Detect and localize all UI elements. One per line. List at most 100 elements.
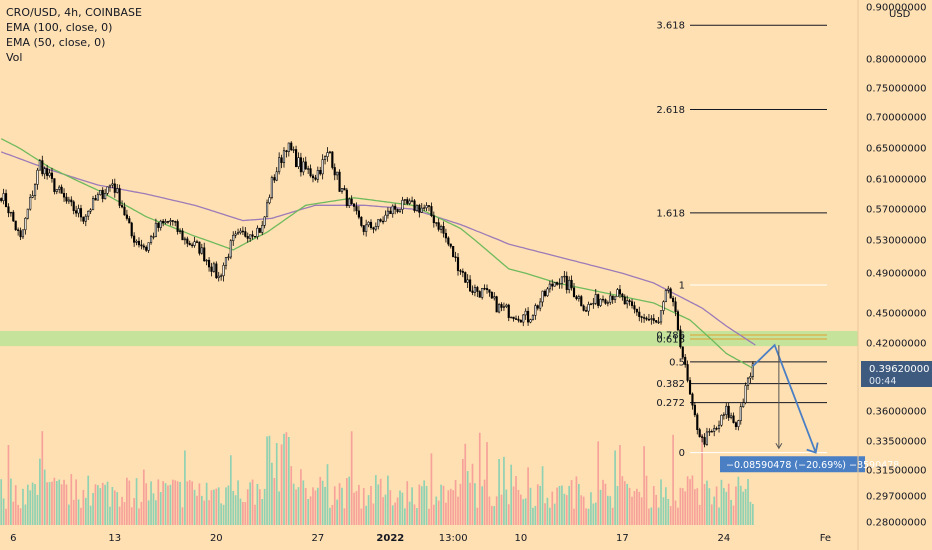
volume-bar: [544, 503, 546, 525]
volume-bar: [121, 496, 123, 525]
volume-bar: [39, 458, 41, 525]
candle-body: [62, 193, 66, 198]
volume-bar: [648, 508, 650, 525]
price-axis-unit: USD: [889, 9, 911, 20]
candle-body: [60, 186, 63, 194]
volume-bar: [104, 484, 106, 525]
candle-body: [396, 209, 399, 213]
candle-body: [198, 241, 201, 254]
volume-bar: [660, 479, 662, 525]
time-tick-label: 13: [108, 533, 121, 544]
volume-bar: [186, 481, 189, 525]
volume-bar: [268, 435, 271, 525]
volume-bar: [126, 477, 128, 525]
time-axis[interactable]: 6 13 20 27 2022 13:00 10 17 24 Fe: [10, 533, 831, 544]
candle-body: [19, 230, 22, 238]
candle-body: [461, 271, 464, 273]
candle-body: [265, 202, 269, 218]
ema100-legend[interactable]: EMA (100, close, 0): [6, 21, 113, 34]
candle-body: [577, 296, 580, 300]
fib-label: 0: [679, 448, 685, 459]
candle-body: [643, 317, 646, 319]
candle-body: [241, 230, 244, 233]
candle-body: [164, 221, 167, 224]
volume-bar: [152, 493, 155, 525]
candle-body: [287, 142, 290, 152]
volume-bar: [553, 503, 556, 525]
time-tick-label: 20: [210, 533, 223, 544]
candle-body: [133, 235, 136, 243]
volume-bar: [353, 492, 355, 525]
candle-body: [270, 177, 273, 198]
fib-label: 0.272: [656, 398, 685, 409]
ema50-legend[interactable]: EMA (50, close, 0): [6, 36, 106, 49]
candle-body: [234, 233, 237, 236]
candle-body: [575, 296, 578, 300]
volume-bar: [638, 491, 641, 525]
candle-body: [181, 230, 184, 241]
candle-body: [507, 304, 510, 318]
volume-bar: [749, 501, 752, 525]
candle-body: [229, 240, 232, 258]
volume-bar: [251, 479, 254, 525]
candle-body: [154, 222, 157, 237]
candle-body: [488, 289, 491, 293]
candle-body: [55, 189, 58, 192]
candle-body: [565, 275, 568, 290]
volume-bar: [694, 489, 696, 525]
volume-bar: [10, 478, 12, 525]
volume-bar: [587, 508, 590, 525]
candle-body: [251, 234, 254, 237]
candle-body: [280, 157, 283, 164]
volume-bar: [534, 505, 537, 525]
symbol-title[interactable]: CRO/USD, 4h, COINBASE: [6, 6, 142, 19]
volume-bar: [609, 496, 612, 525]
resistance-zone: [0, 331, 858, 347]
candle-body: [519, 319, 522, 323]
volume-bar: [256, 483, 259, 525]
candle-body: [411, 200, 414, 202]
candle-body: [246, 236, 249, 239]
volume-bar: [68, 504, 70, 525]
volume-bar: [345, 478, 348, 525]
ema50-line: [0, 138, 754, 369]
candle-body: [75, 210, 78, 214]
price-axis[interactable]: 0.90000000 0.80000000 0.75000000 0.70000000…: [866, 3, 926, 529]
volume-bar: [14, 485, 17, 525]
volume-bar: [727, 483, 730, 525]
volume-bar: [133, 498, 135, 525]
candle-body: [82, 216, 85, 222]
volume-bar: [382, 497, 384, 525]
volume-bar: [432, 504, 435, 525]
candle-body: [309, 168, 312, 177]
volume-legend[interactable]: Vol: [6, 51, 23, 64]
candle-body: [543, 290, 547, 297]
volume-bar: [92, 493, 94, 525]
measure-label: −0.08590478 (−20.69%) −8590478: [726, 460, 899, 471]
candle-body: [657, 321, 660, 324]
price-tick-label: 0.53000000: [866, 236, 926, 247]
volume-bar: [478, 432, 481, 525]
candle-body: [125, 214, 128, 219]
candle-body: [638, 311, 641, 318]
candle-body: [391, 205, 394, 215]
volume-bar: [36, 494, 39, 525]
volume-bar: [343, 508, 346, 525]
volume-bar: [295, 489, 297, 525]
volume-bar: [408, 501, 411, 525]
volume-bar: [135, 478, 138, 525]
candle-body: [33, 184, 37, 196]
volume-bar: [725, 491, 728, 525]
candle-body: [500, 304, 503, 308]
volume-bar: [367, 495, 370, 525]
candle-body: [725, 405, 728, 415]
volume-bar: [643, 446, 645, 525]
volume-bar: [411, 487, 413, 525]
candle-body: [24, 217, 27, 231]
fib-label: 3.618: [656, 21, 685, 32]
candle-body: [628, 300, 631, 302]
candle-body: [41, 160, 44, 175]
volume-bar: [145, 483, 148, 525]
volume-bar: [46, 482, 48, 525]
